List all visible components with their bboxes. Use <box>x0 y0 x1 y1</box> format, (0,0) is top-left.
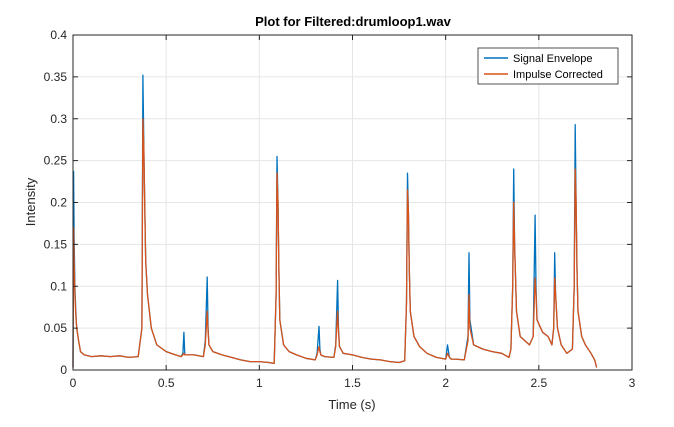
y-tick-label: 0.25 <box>44 154 68 168</box>
x-tick-label: 1 <box>256 376 263 390</box>
y-tick-label: 0 <box>60 363 67 377</box>
x-axis-label: Time (s) <box>328 397 375 412</box>
legend-box <box>477 47 619 85</box>
y-tick-label: 0.4 <box>50 28 67 42</box>
y-tick-label: 0.1 <box>50 279 67 293</box>
y-axis-label: Intensity <box>23 177 38 226</box>
x-tick-label: 1.5 <box>344 376 361 390</box>
y-tick-label: 0.35 <box>44 70 68 84</box>
axis-ticks: 0 0.5 1 1.5 2 2.5 3 0 0.05 0.1 0.15 0.2 0.25 0.3 0.35 0… <box>44 28 636 390</box>
x-tick-label: 0 <box>70 376 77 390</box>
y-tick-label: 0.3 <box>50 112 67 126</box>
y-tick-label: 0.05 <box>44 321 68 335</box>
series-line-impulse-corrected <box>72 118 598 368</box>
legend-label-signal-envelope: Signal Envelope <box>513 53 593 65</box>
x-tick-label: 2.5 <box>530 376 547 390</box>
chart-title: Plot for Filtered:drumloop1.wav <box>255 14 452 29</box>
x-tick-label: 3 <box>629 376 636 390</box>
x-tick-label: 2 <box>442 376 449 390</box>
legend-label-impulse-corrected: Impulse Corrected <box>513 69 603 81</box>
legend: Signal Envelope Impulse Corrected <box>477 47 619 85</box>
x-tick-label: 0.5 <box>158 376 175 390</box>
y-tick-label: 0.2 <box>50 196 67 210</box>
series-layer <box>72 74 598 368</box>
y-tick-label: 0.15 <box>44 237 68 251</box>
